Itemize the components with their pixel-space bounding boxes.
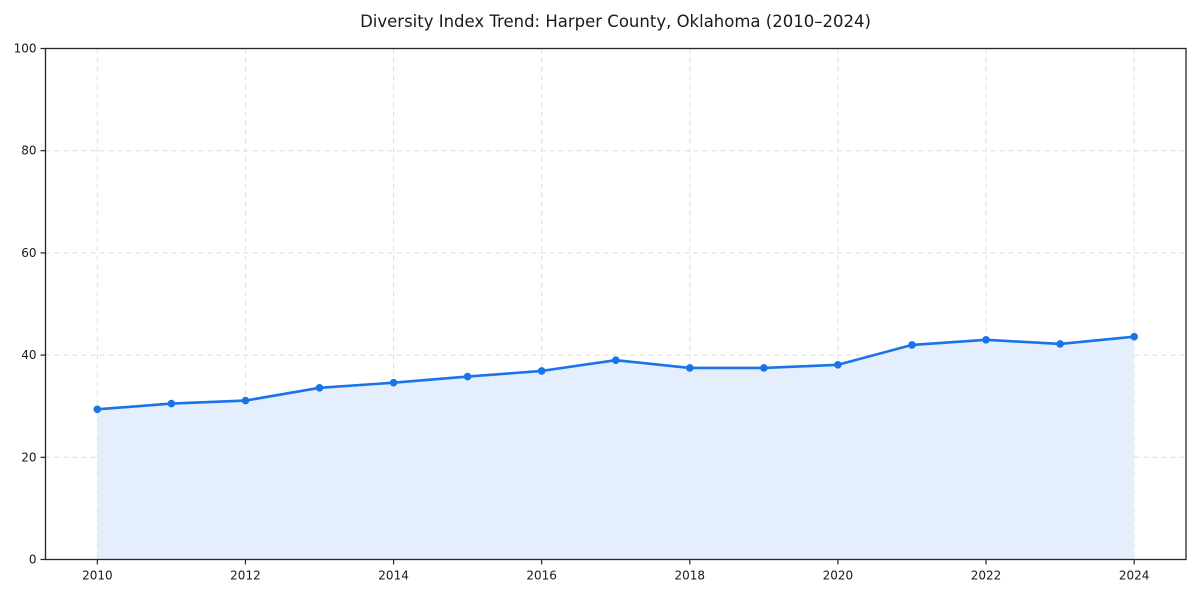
data-point-2014 [389,378,398,387]
data-point-2018 [686,364,694,372]
x-axis-tick-label: 2018 [675,569,706,583]
y-axis-tick-label: 20 [21,450,36,464]
y-axis-tick-label: 100 [14,42,37,56]
area-fill [97,336,1135,560]
y-axis-tick-label: 80 [21,144,36,158]
data-point-2023 [1056,340,1064,348]
x-axis-tick-label: 2024 [1119,569,1150,583]
data-point-2011 [167,399,176,408]
data-point-2019 [760,364,768,372]
x-axis-tick-label: 2010 [82,569,113,583]
data-point-2017 [612,356,620,365]
x-axis-tick-label: 2014 [378,569,409,583]
data-point-2024 [1130,332,1138,341]
data-point-2015 [463,372,472,381]
data-point-2013 [315,384,324,392]
plot-border [44,47,1187,561]
x-axis-tick-label: 2016 [526,569,557,583]
data-point-2021 [908,341,916,349]
chart-title: Diversity Index Trend: Harper County, Ok… [360,12,871,31]
data-point-2010 [93,405,102,414]
data-point-2012 [241,396,250,405]
y-axis-tick-label: 40 [21,348,36,362]
data-point-2022 [982,336,990,344]
y-axis-tick-label: 60 [21,246,36,260]
data-point-2020 [834,361,842,369]
y-axis-tick-label: 0 [29,553,37,567]
x-axis-tick-label: 2012 [230,569,261,583]
data-point-2016 [537,367,546,375]
x-axis-tick-label: 2020 [823,569,854,583]
x-axis-tick-label: 2022 [971,569,1002,583]
